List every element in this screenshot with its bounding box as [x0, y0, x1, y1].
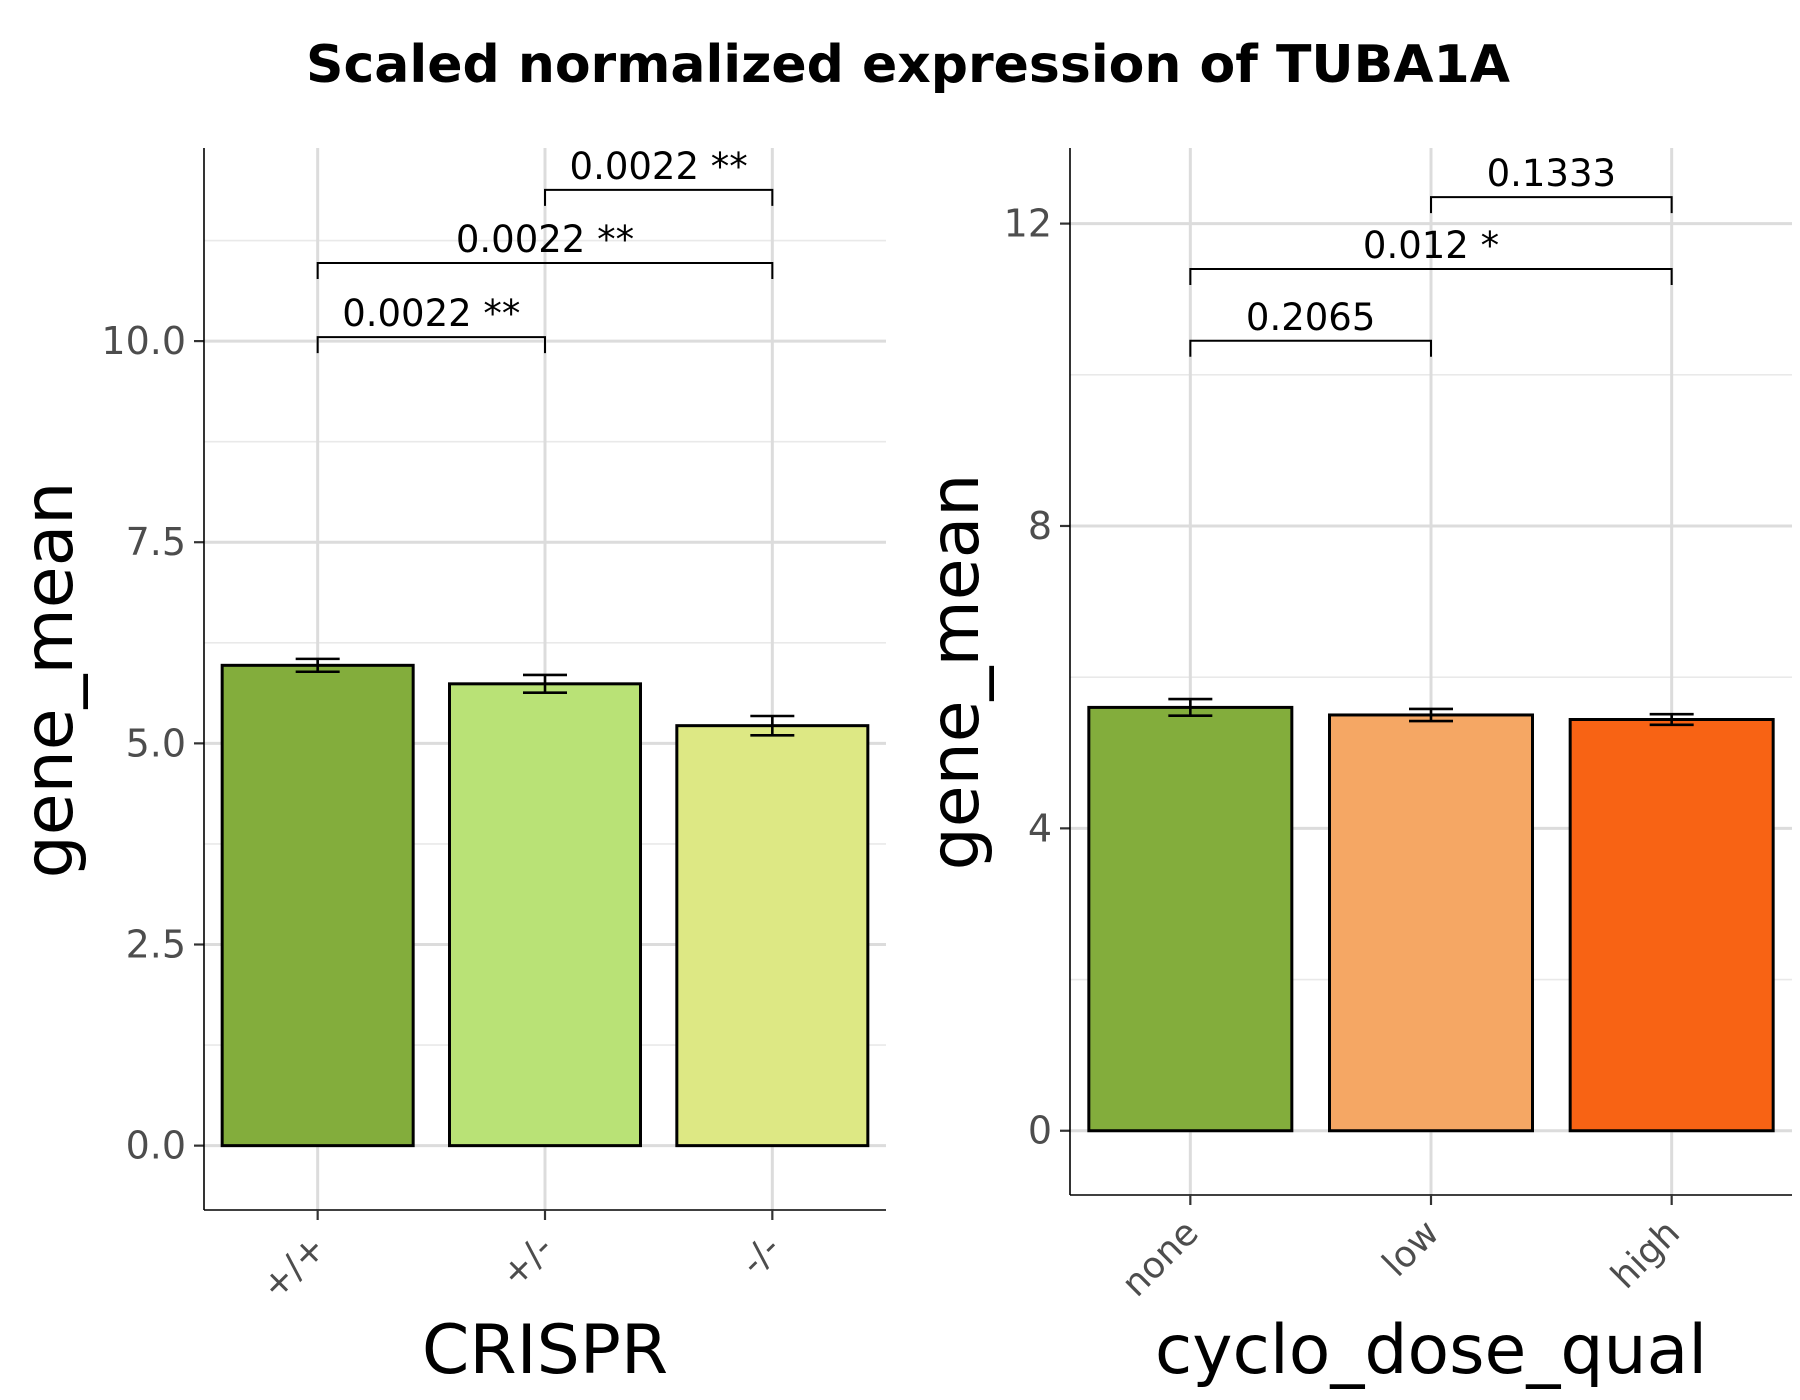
significance-bracket: [1189, 267, 1673, 285]
y-tick-label: 0.0: [126, 1124, 186, 1168]
y-tick-label: 2.5: [126, 923, 186, 967]
chart-title: Scaled normalized expression of TUBA1A: [306, 35, 1510, 95]
x-axis-title: cyclo_dose_qual: [1155, 1311, 1707, 1390]
p-value-label: 0.0022 **: [570, 145, 748, 188]
y-axis-title: gene_mean: [916, 474, 995, 871]
bar-0: [1087, 705, 1294, 1133]
y-tick-label: 0: [1028, 1109, 1052, 1153]
p-value-label: 0.012 *: [1363, 224, 1499, 267]
crispr-panel: 0.0 2.5 5.0 7.5 10.0 0.0022 ** 0.0022 ** 0.0022…: [10, 145, 886, 1390]
y-tick-label: 5.0: [126, 721, 186, 765]
x-tick-label: +/+: [254, 1227, 334, 1307]
y-axis-title: gene_mean: [10, 482, 89, 879]
x-tick-label: high: [1604, 1212, 1688, 1296]
cyclo-dose-panel: 0 4 8 12 0.2065 0.012 * 0.1333 none low high cyclo…: [916, 148, 1792, 1390]
y-tick-label: 7.5: [126, 520, 186, 564]
p-value-label: 0.1333: [1487, 152, 1616, 195]
p-value-label: 0.0022 **: [456, 218, 634, 261]
bar-1: [448, 682, 642, 1148]
bar-1: [1328, 713, 1534, 1133]
significance-bracket: [544, 188, 774, 206]
x-tick-label: low: [1375, 1212, 1447, 1284]
x-tick-label: none: [1114, 1212, 1206, 1304]
y-tick-label: 4: [1028, 806, 1052, 850]
x-axis-title: CRISPR: [422, 1311, 668, 1390]
significance-bracket: [316, 336, 546, 354]
bar-0: [220, 663, 415, 1148]
bar-2: [1568, 718, 1775, 1133]
x-tick-label: -/-: [733, 1227, 789, 1283]
y-tick-label: 10.0: [101, 319, 186, 363]
significance-bracket: [316, 262, 774, 280]
p-value-label: 0.0022 **: [342, 292, 520, 335]
x-tick-label: +/-: [493, 1227, 561, 1295]
y-tick-label: 8: [1028, 504, 1052, 548]
significance-bracket: [1430, 196, 1673, 214]
bar-2: [675, 724, 870, 1148]
y-tick-label: 12: [1004, 202, 1052, 246]
p-value-label: 0.2065: [1246, 296, 1375, 339]
significance-bracket: [1189, 339, 1432, 357]
